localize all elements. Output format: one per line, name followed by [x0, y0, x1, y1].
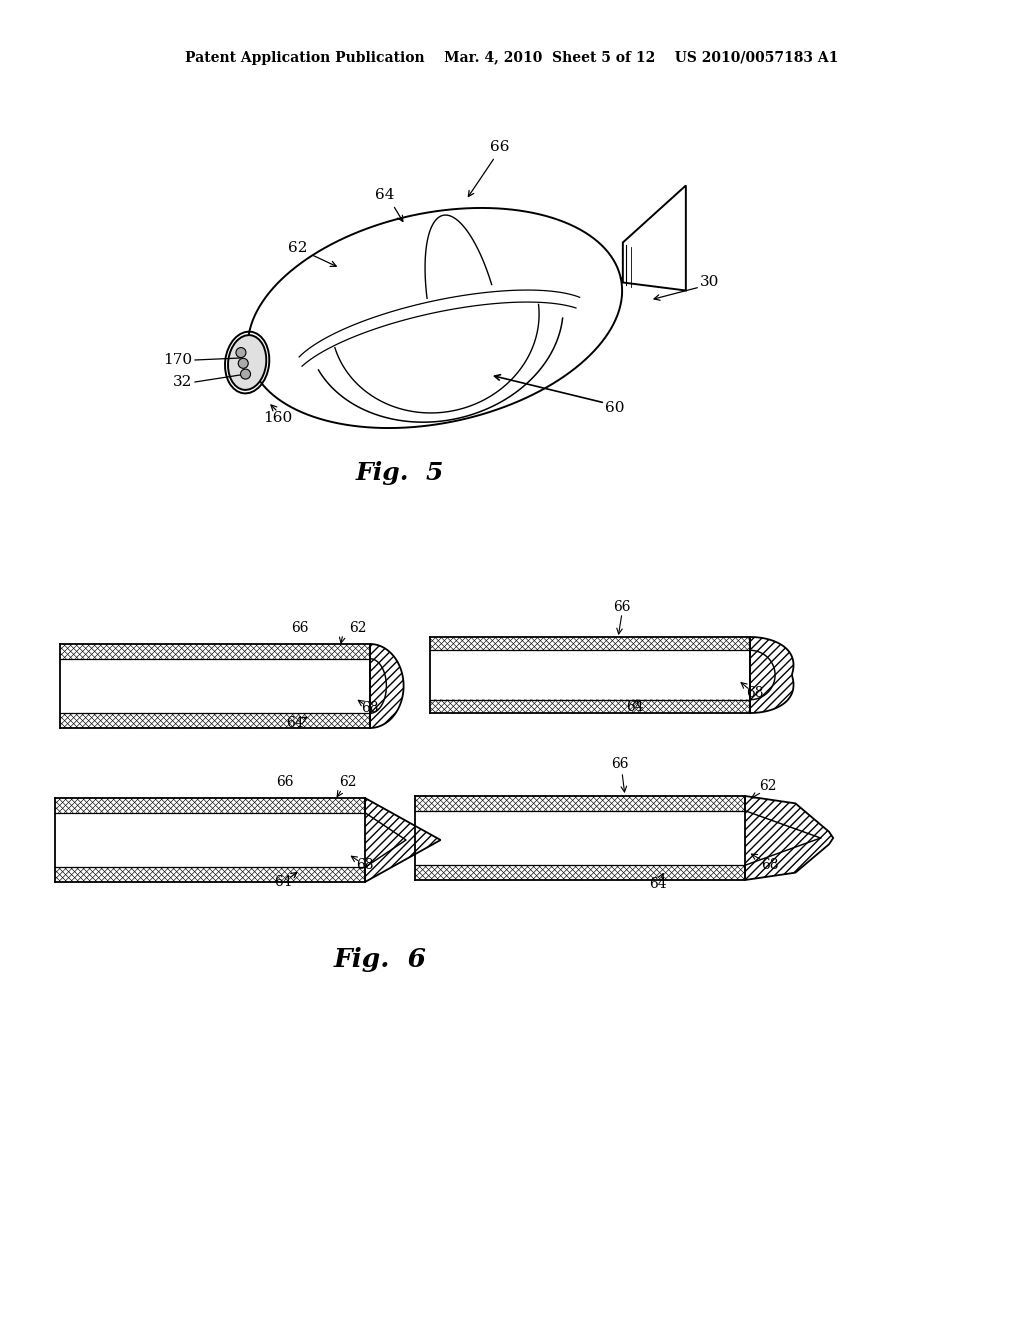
- Text: 66: 66: [276, 775, 294, 789]
- Text: 160: 160: [263, 411, 293, 425]
- Text: 32: 32: [173, 375, 193, 389]
- Text: Patent Application Publication    Mar. 4, 2010  Sheet 5 of 12    US 2010/0057183: Patent Application Publication Mar. 4, 2…: [185, 51, 839, 65]
- Text: 62: 62: [288, 242, 308, 255]
- Polygon shape: [365, 799, 440, 882]
- Polygon shape: [415, 796, 745, 810]
- Text: 64: 64: [375, 187, 394, 202]
- Polygon shape: [745, 796, 834, 880]
- Text: 68: 68: [761, 858, 778, 873]
- Polygon shape: [55, 867, 365, 882]
- Polygon shape: [415, 810, 745, 866]
- Text: 62: 62: [759, 779, 777, 793]
- Polygon shape: [60, 713, 370, 729]
- Polygon shape: [60, 659, 370, 713]
- Text: 66: 66: [613, 601, 631, 614]
- Text: 66: 66: [490, 140, 510, 154]
- Polygon shape: [430, 651, 750, 700]
- Text: 68: 68: [356, 858, 374, 873]
- Ellipse shape: [241, 370, 251, 379]
- Text: 66: 66: [291, 620, 309, 635]
- Text: 68: 68: [746, 686, 764, 700]
- Text: Fig.  6: Fig. 6: [334, 948, 427, 973]
- Polygon shape: [750, 638, 794, 713]
- Text: 170: 170: [163, 352, 193, 367]
- Polygon shape: [623, 186, 686, 290]
- Text: 64: 64: [274, 875, 292, 888]
- Text: 66: 66: [611, 756, 629, 771]
- Text: 64: 64: [649, 876, 667, 891]
- Ellipse shape: [239, 358, 248, 368]
- Polygon shape: [430, 638, 750, 651]
- Text: 62: 62: [349, 620, 367, 635]
- Polygon shape: [415, 866, 745, 880]
- Polygon shape: [55, 799, 365, 813]
- Polygon shape: [430, 700, 750, 713]
- Polygon shape: [248, 209, 623, 428]
- Ellipse shape: [236, 347, 246, 358]
- Polygon shape: [55, 813, 365, 867]
- Text: 64: 64: [627, 700, 644, 714]
- Text: 62: 62: [339, 775, 356, 789]
- Polygon shape: [370, 644, 403, 729]
- Text: 60: 60: [605, 401, 625, 414]
- Ellipse shape: [228, 335, 266, 389]
- Text: 64: 64: [286, 715, 304, 730]
- Text: Fig.  5: Fig. 5: [355, 461, 444, 484]
- Text: 30: 30: [700, 275, 720, 289]
- Text: 68: 68: [361, 701, 379, 715]
- Polygon shape: [60, 644, 370, 659]
